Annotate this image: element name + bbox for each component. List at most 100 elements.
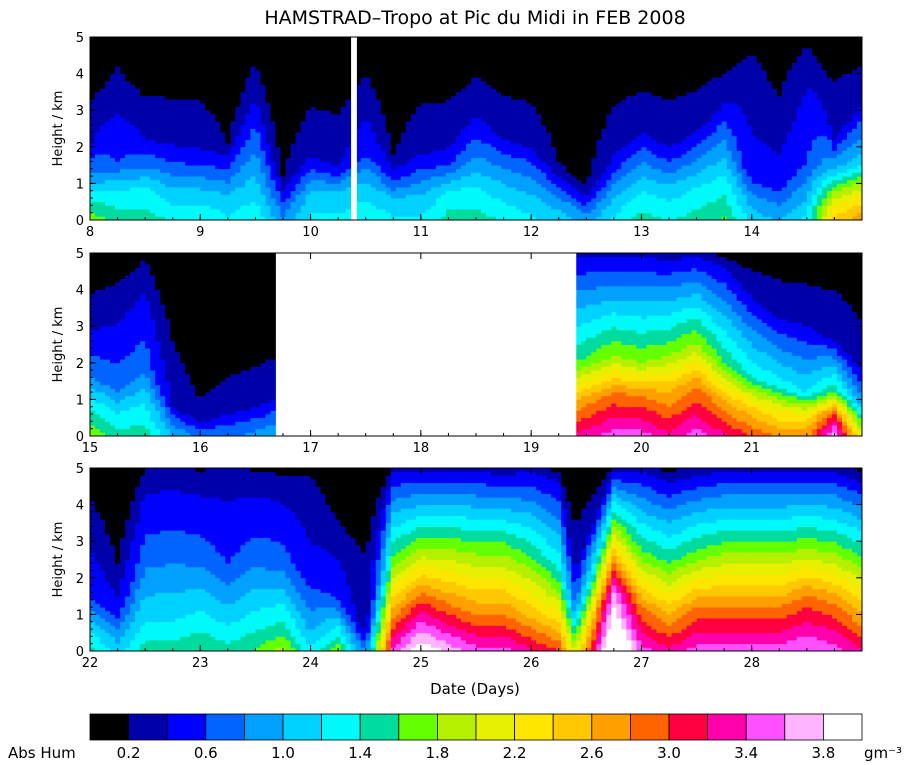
heatmap-cell [280,161,286,166]
heatmap-cell [521,51,527,56]
heatmap-cell [315,132,321,137]
heatmap-cell [190,179,196,184]
heatmap-cell [110,143,116,148]
heatmap-cell [345,143,352,148]
heatmap-cell [491,44,497,49]
heatmap-cell [395,110,402,115]
heatmap-cell [455,84,462,89]
heatmap-cell [230,117,236,122]
heatmap-cell [465,183,472,188]
heatmap-cell [400,201,407,206]
heatmap-cell [511,157,517,162]
heatmap-cell [455,113,462,118]
heatmap-cell [120,216,126,221]
heatmap-cell [170,172,176,177]
heatmap-cell [526,88,532,93]
heatmap-cell [465,55,472,60]
heatmap-cell [541,113,547,118]
heatmap-cell [290,161,296,166]
heatmap-cell [345,110,352,115]
heatmap-cell [305,176,311,181]
heatmap-cell [476,102,482,107]
heatmap-cell [445,143,452,148]
heatmap-cell [255,44,261,49]
heatmap-cell [145,51,151,56]
heatmap-cell [195,212,201,217]
heatmap-cell [556,55,562,60]
heatmap-cell [135,209,141,214]
heatmap-cell [180,113,186,118]
heatmap-cell [275,102,281,107]
heatmap-cell [465,187,472,192]
heatmap-cell [425,95,432,100]
heatmap-cell [486,44,492,49]
heatmap-cell [285,132,291,137]
heatmap-cell [581,117,587,122]
heatmap-cell [481,157,487,162]
heatmap-cell [330,95,337,100]
heatmap-cell [300,157,306,162]
heatmap-cell [140,201,146,206]
heatmap-cell [180,179,186,184]
heatmap-cell [320,209,327,214]
heatmap-cell [155,135,161,140]
heatmap-cell [370,128,377,133]
heatmap-cell [506,201,512,206]
heatmap-cell [521,55,527,60]
heatmap-cell [536,124,542,129]
heatmap-cell [506,40,512,45]
heatmap-cell [571,187,577,192]
heatmap-cell [150,209,156,214]
heatmap-cell [280,113,286,118]
heatmap-cell [255,58,261,64]
heatmap-cell [435,110,442,115]
heatmap-cell [320,165,327,170]
heatmap-cell [481,37,487,42]
heatmap-cell [110,73,116,78]
heatmap-cell [400,102,407,107]
heatmap-cell [310,110,316,115]
heatmap-cell [375,44,382,49]
heatmap-cell [390,69,397,74]
heatmap-cell [400,139,407,144]
heatmap-cell [345,80,352,85]
heatmap-cell [571,212,577,217]
heatmap-cell [260,205,266,210]
heatmap-cell [405,128,412,133]
heatmap-cell [496,124,502,129]
heatmap-cell [516,121,522,126]
heatmap-cell [175,135,181,140]
heatmap-cell [445,124,452,129]
heatmap-cell [175,117,181,122]
heatmap-cell [220,190,226,195]
heatmap-cell [170,135,176,140]
heatmap-cell [455,135,462,140]
heatmap-cell [465,58,472,64]
heatmap-cell [496,212,502,217]
heatmap-cell [375,154,382,159]
heatmap-cell [135,113,141,118]
heatmap-cell [455,124,462,129]
heatmap-cell [150,194,156,199]
heatmap-cell [476,187,482,192]
heatmap-cell [330,165,337,170]
heatmap-cell [445,154,452,159]
heatmap-cell [551,194,557,199]
heatmap-cell [315,172,321,177]
heatmap-cell [110,150,116,155]
heatmap-cell [165,40,171,45]
heatmap-cell [330,106,337,111]
heatmap-cell [105,110,111,115]
heatmap-cell [425,135,432,140]
heatmap-cell [415,117,422,122]
heatmap-cell [220,113,226,118]
heatmap-cell [526,37,532,42]
heatmap-cell [265,66,271,71]
heatmap-cell [180,198,186,203]
heatmap-cell [516,165,522,170]
heatmap-cell [576,190,582,195]
heatmap-cell [150,117,156,122]
heatmap-cell [205,198,211,203]
heatmap-cell [225,146,231,151]
heatmap-cell [180,154,186,159]
